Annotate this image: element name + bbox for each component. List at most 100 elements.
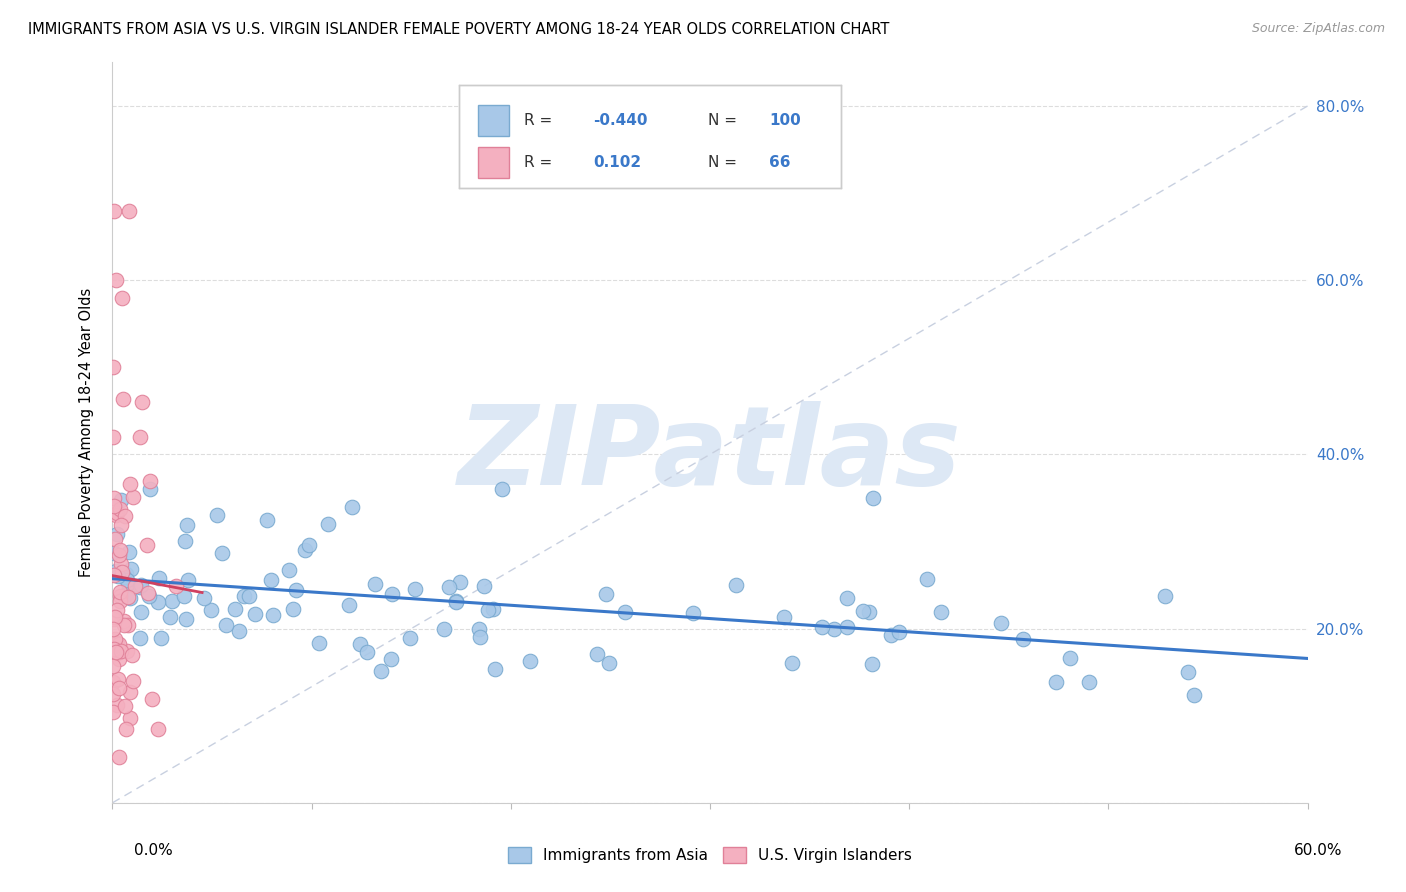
Point (823, 622, 845, 636)
Point (101, 430, 124, 444)
Point (724, 578, 747, 592)
Point (174, 611, 197, 625)
Point (114, 699, 136, 714)
Point (111, 566, 134, 580)
Point (243, 607, 266, 621)
Point (117, 545, 139, 559)
Point (117, 575, 139, 590)
Point (862, 491, 884, 505)
Point (107, 637, 129, 651)
Point (860, 657, 883, 672)
Point (228, 624, 250, 639)
Point (211, 546, 233, 560)
Point (349, 637, 371, 651)
Point (207, 508, 229, 523)
Point (138, 586, 160, 600)
Point (131, 605, 153, 619)
Point (129, 631, 152, 645)
Point (129, 430, 152, 444)
Point (110, 291, 132, 305)
Text: 60.0%: 60.0% (1295, 843, 1343, 858)
Point (1078, 675, 1101, 690)
Point (105, 603, 128, 617)
Point (103, 641, 125, 656)
Point (879, 628, 901, 642)
Point (233, 589, 256, 603)
Point (449, 574, 471, 589)
Point (108, 594, 131, 608)
Point (356, 645, 378, 659)
Point (399, 632, 422, 646)
Point (259, 573, 281, 587)
Point (121, 561, 143, 575)
Point (101, 687, 124, 701)
Point (200, 602, 222, 616)
Point (160, 594, 183, 608)
Point (104, 609, 127, 624)
Point (101, 622, 124, 636)
Point (682, 606, 704, 620)
Point (444, 595, 467, 609)
Point (107, 672, 129, 686)
Point (472, 579, 495, 593)
Point (103, 491, 125, 505)
Point (484, 662, 506, 676)
Point (105, 527, 128, 541)
Point (370, 665, 392, 679)
Point (444, 594, 467, 608)
Point (103, 203, 125, 218)
Point (104, 632, 127, 646)
Point (214, 618, 236, 632)
Point (105, 506, 128, 520)
Point (110, 643, 132, 657)
Point (364, 576, 387, 591)
Point (1045, 675, 1067, 690)
Point (224, 601, 246, 615)
Point (110, 557, 132, 571)
Point (439, 580, 461, 594)
Point (477, 603, 499, 617)
Point (139, 482, 162, 496)
Point (122, 673, 145, 688)
Point (117, 618, 139, 632)
Point (105, 646, 128, 660)
Point (316, 517, 339, 532)
Point (115, 644, 138, 658)
Point (614, 605, 637, 619)
Point (468, 623, 491, 637)
Point (1153, 589, 1175, 603)
Point (139, 474, 162, 488)
Point (887, 625, 910, 640)
Point (121, 648, 143, 662)
Point (105, 273, 128, 287)
Point (780, 656, 803, 670)
Point (595, 586, 617, 600)
Point (308, 636, 330, 650)
Point (103, 568, 125, 582)
Point (101, 705, 124, 719)
Point (342, 500, 364, 514)
Point (117, 573, 139, 587)
Point (103, 546, 125, 560)
Point (380, 652, 402, 666)
Point (110, 518, 132, 533)
Point (110, 492, 132, 507)
Point (294, 543, 316, 558)
Point (114, 508, 136, 523)
Point (105, 645, 128, 659)
Point (103, 611, 125, 625)
Point (148, 571, 170, 585)
Point (173, 589, 195, 603)
Point (150, 631, 173, 645)
Point (858, 605, 880, 619)
Point (298, 538, 321, 552)
Point (112, 618, 135, 632)
Point (990, 615, 1012, 630)
Y-axis label: Female Poverty Among 18-24 Year Olds: Female Poverty Among 18-24 Year Olds (79, 288, 94, 577)
Point (285, 583, 308, 598)
Point (238, 589, 260, 603)
Point (481, 602, 503, 616)
Point (108, 681, 131, 695)
Point (519, 655, 541, 669)
Point (110, 589, 132, 603)
